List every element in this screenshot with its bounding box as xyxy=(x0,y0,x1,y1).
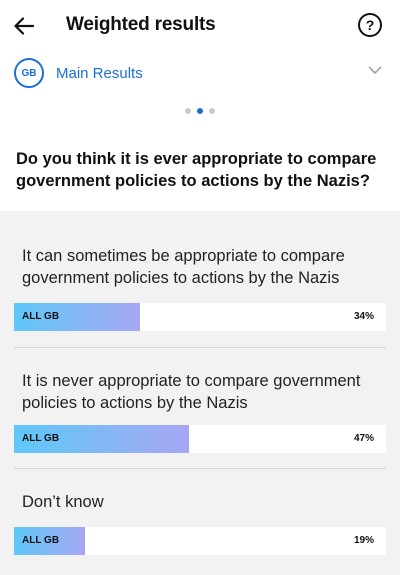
bar-group-label: ALL GB xyxy=(22,311,60,322)
divider xyxy=(14,347,386,348)
bar-group-label: ALL GB xyxy=(22,535,60,546)
help-button[interactable]: ? xyxy=(358,13,382,37)
results-selector-label: Main Results xyxy=(56,65,143,82)
arrow-left-icon xyxy=(14,17,34,35)
panel-pointer xyxy=(191,203,209,212)
page-title: Weighted results xyxy=(66,14,216,35)
app-header: Weighted results ? xyxy=(0,0,400,52)
page-indicator xyxy=(0,108,400,114)
answer-text: It can sometimes be appropriate to compa… xyxy=(22,247,345,287)
divider xyxy=(14,468,386,469)
chevron-down-icon xyxy=(368,66,382,74)
question-mark-icon: ? xyxy=(365,17,375,33)
back-button[interactable] xyxy=(10,12,38,40)
answers-panel xyxy=(0,211,400,575)
bar-percent: 47% xyxy=(353,433,374,444)
answer-text: Don’t know xyxy=(22,493,104,511)
results-selector[interactable]: GB Main Results xyxy=(0,56,400,92)
result-bar: ALL GB 19% xyxy=(14,527,386,555)
result-bar: ALL GB 34% xyxy=(14,303,386,331)
result-bar-fill xyxy=(14,303,141,331)
bar-group-label: ALL GB xyxy=(22,433,60,444)
answer-text: It is never appropriate to compare gover… xyxy=(22,372,361,412)
page-dot[interactable] xyxy=(197,108,203,114)
question-text: Do you think it is ever appropriate to c… xyxy=(16,150,377,190)
bar-percent: 34% xyxy=(353,311,374,322)
result-bar-fill xyxy=(14,425,189,453)
result-bar: ALL GB 47% xyxy=(14,425,386,453)
page-dot[interactable] xyxy=(185,108,191,114)
result-bar-fill xyxy=(14,527,85,555)
region-badge: GB xyxy=(14,58,44,88)
page-dot[interactable] xyxy=(209,108,215,114)
bar-percent: 19% xyxy=(353,535,374,546)
